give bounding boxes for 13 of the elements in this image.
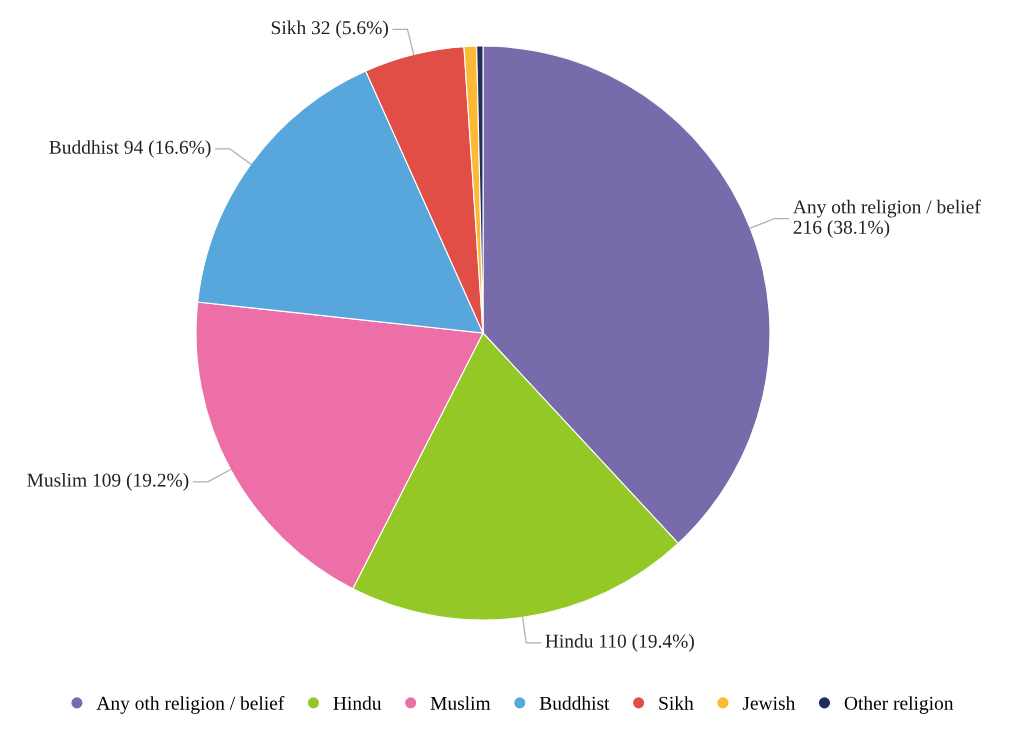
legend-label: Buddhist (539, 696, 610, 710)
legend-label: Other religion (844, 696, 954, 714)
category-label: Muslim 109 (19.2%) (27, 473, 189, 491)
legend-label: Jewish (742, 696, 796, 710)
legend-label: Muslim (430, 696, 491, 710)
legend-label: Any oth religion / belief (96, 695, 285, 714)
category-label: Sikh 32 (5.6%) (271, 20, 388, 39)
legend-label: Sikh (659, 696, 694, 710)
category-label: Buddhist 94 (16.6%) (49, 140, 211, 158)
category-label: Hindu 110 (19.4%) (545, 634, 694, 652)
slice-label: Any oth religion / belief (793, 199, 981, 218)
data-label: 216 (38.1%) (793, 220, 890, 238)
legend-label: Hindu (333, 696, 382, 710)
